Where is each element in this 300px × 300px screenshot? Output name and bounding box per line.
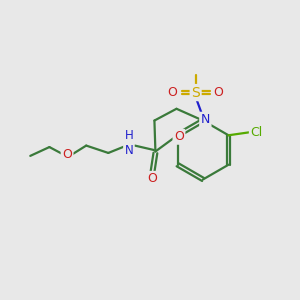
Text: N: N <box>201 113 210 126</box>
Text: O: O <box>174 130 184 143</box>
Text: O: O <box>148 172 158 185</box>
Text: Cl: Cl <box>250 126 262 139</box>
Text: H
N: H N <box>124 129 133 157</box>
Text: O: O <box>62 148 72 161</box>
Text: S: S <box>191 85 200 100</box>
Text: O: O <box>214 86 224 99</box>
Text: O: O <box>168 86 178 99</box>
